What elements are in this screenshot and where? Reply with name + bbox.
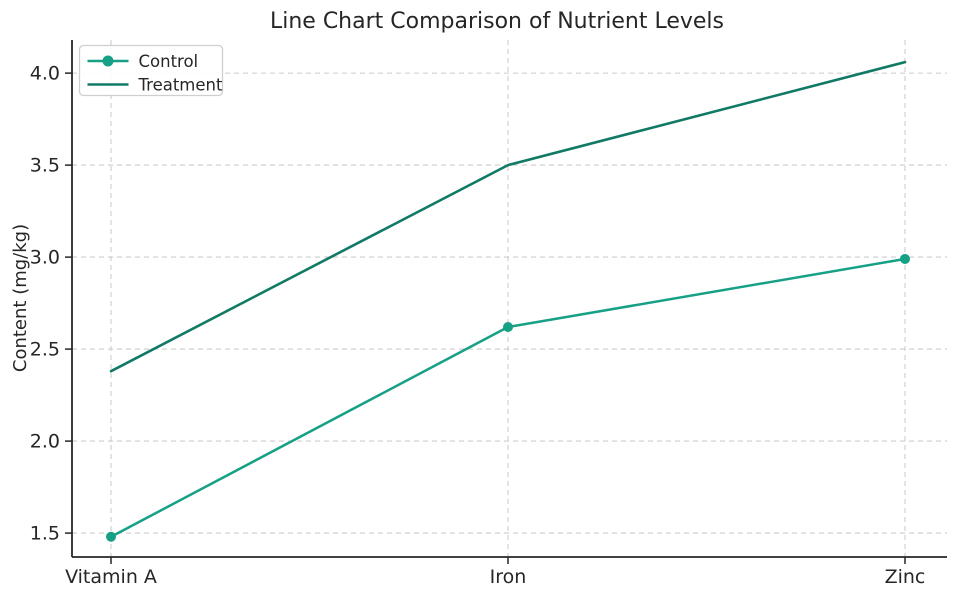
legend: Control Treatment [78, 44, 224, 97]
legend-label-control: Control [139, 52, 199, 71]
y-tick-label: 4.0 [30, 63, 60, 85]
data-point-marker-control [900, 253, 910, 264]
gridlines [72, 40, 947, 557]
axes-layer: 1.5 2.0 2.5 3.0 3.5 4.0 Vitamin A Iron Zinc [30, 40, 947, 588]
data-point-marker-control [503, 322, 513, 333]
series-line-control [109, 257, 907, 539]
chart-title: Line Chart Comparison of Nutrient Levels [270, 9, 724, 34]
legend-marker-control-icon [102, 55, 114, 67]
y-tick-label: 2.0 [30, 431, 60, 453]
y-tick-label: 2.5 [30, 339, 60, 361]
y-tick-label: 3.5 [30, 155, 60, 177]
x-tick-label: Vitamin A [65, 566, 157, 588]
y-tick-label: 3.0 [30, 247, 60, 269]
y-axis-label: Content (mg/kg) [10, 224, 31, 372]
x-tick-label: Zinc [885, 566, 926, 588]
data-point-marker-control [106, 531, 116, 542]
legend-box [78, 44, 224, 97]
series-layer [106, 60, 910, 542]
y-tick-label: 1.5 [30, 523, 60, 545]
series-line-treatment [109, 60, 907, 373]
x-tick-label: Iron [490, 566, 527, 588]
legend-label-treatment: Treatment [138, 76, 223, 95]
